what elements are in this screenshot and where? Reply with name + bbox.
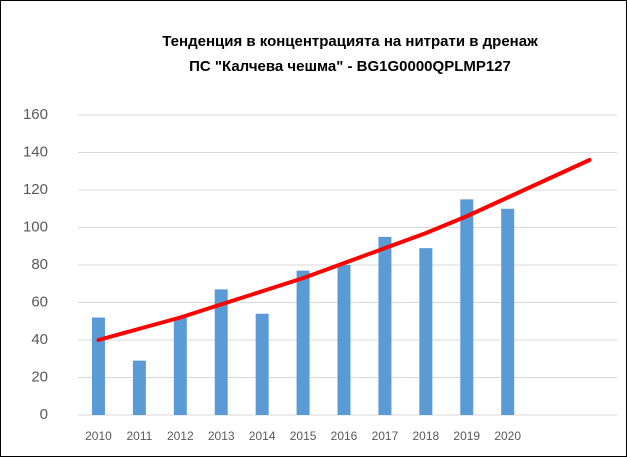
- x-tick-label: 2017: [372, 429, 399, 443]
- bar: [501, 208, 515, 415]
- bar: [91, 317, 105, 415]
- y-tick-label: 20: [31, 368, 48, 385]
- y-tick-label: 100: [23, 218, 48, 235]
- x-tick-label: 2015: [290, 429, 317, 443]
- bar: [378, 236, 392, 415]
- bar: [255, 313, 269, 415]
- x-tick-label: 2016: [331, 429, 358, 443]
- y-tick-label: 160: [23, 106, 48, 123]
- chart-title: Тенденция в концентрацията на нитрати в …: [162, 33, 538, 50]
- y-tick-label: 40: [31, 331, 48, 348]
- x-tick-label: 2013: [208, 429, 235, 443]
- chart-subtitle: ПС "Калчева чешма" - BG1G0000QPLMP127: [189, 58, 511, 75]
- bar: [337, 265, 351, 415]
- trend-line: [96, 158, 592, 342]
- bar: [214, 289, 228, 415]
- x-tick-label: 2019: [453, 429, 480, 443]
- bar: [296, 270, 310, 415]
- y-tick-label: 80: [31, 256, 48, 273]
- y-tick-label: 0: [40, 406, 48, 423]
- bar: [173, 317, 187, 415]
- bar: [419, 248, 433, 415]
- x-tick-label: 2011: [126, 429, 152, 443]
- y-tick-label: 120: [23, 181, 48, 198]
- x-tick-label: 2020: [494, 429, 521, 443]
- x-tick-label: 2018: [412, 429, 439, 443]
- y-tick-label: 140: [23, 143, 48, 160]
- y-tick-label: 60: [31, 293, 48, 310]
- bar: [460, 199, 474, 415]
- x-tick-label: 2010: [85, 429, 112, 443]
- bar: [132, 360, 146, 415]
- x-tick-label: 2012: [167, 429, 194, 443]
- x-tick-label: 2014: [249, 429, 276, 443]
